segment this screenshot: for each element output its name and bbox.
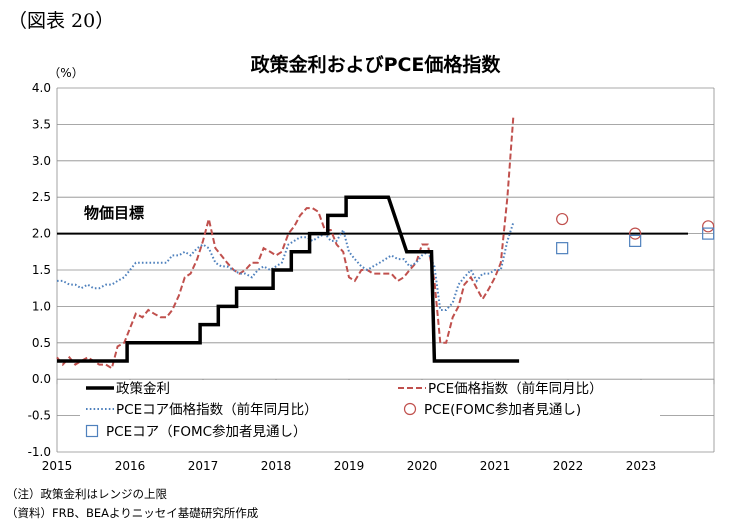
- y-tick-label: 2.0: [32, 227, 51, 241]
- x-tick-label: 2020: [407, 459, 438, 473]
- projection-markers: [556, 212, 715, 255]
- x-tick-label: 2023: [626, 459, 657, 473]
- y-tick-label: 1.5: [32, 263, 51, 277]
- x-tick-label: 2021: [480, 459, 511, 473]
- projection-marker-core: [702, 227, 715, 240]
- x-tick-labels: 2015 2016 2017 2018 2019 2020 2021 2022 2023: [42, 459, 657, 473]
- y-tick-label: 3.5: [32, 117, 51, 131]
- projection-marker-core: [629, 234, 642, 247]
- projection-marker-core: [556, 242, 569, 255]
- figure-number: （図表 20）: [8, 10, 115, 32]
- legend-label: PCEコア価格指数（前年同月比）: [116, 401, 318, 418]
- series-line-2: [57, 222, 515, 311]
- x-tick-label: 2015: [42, 459, 73, 473]
- note-source: （資料）FRB、BEAよりニッセイ基礎研究所作成: [6, 506, 259, 520]
- y-tick-label: 2.5: [32, 190, 51, 204]
- note-upper-bound: （注）政策金利はレンジの上限: [6, 487, 167, 501]
- y-axis-unit: （%）: [48, 66, 83, 80]
- y-tick-label: 0.5: [32, 336, 51, 350]
- x-tick-label: 2018: [261, 459, 292, 473]
- y-tick-label: 4.0: [32, 81, 51, 95]
- x-tick-label: 2019: [334, 459, 365, 473]
- projection-marker-pce: [702, 220, 715, 233]
- legend-swatch: [85, 424, 99, 438]
- series-line-1: [56, 117, 515, 370]
- chart-title: 政策金利およびPCE価格指数: [250, 54, 501, 76]
- series-line-0: [57, 195, 520, 363]
- legend-label: PCEコア（FOMC参加者見通し）: [106, 423, 307, 440]
- legend-label: 政策金利: [116, 380, 170, 397]
- x-tick-label: 2022: [553, 459, 584, 473]
- x-tick-label: 2016: [115, 459, 146, 473]
- y-tick-label: 1.0: [32, 299, 51, 313]
- y-tick-label: 0.0: [32, 372, 51, 386]
- legend-swatch: [403, 402, 417, 416]
- y-tick-label: 3.0: [32, 154, 51, 168]
- projection-marker-pce: [556, 212, 569, 226]
- target-label: 物価目標: [84, 204, 144, 222]
- x-tick-label: 2017: [188, 459, 219, 473]
- series-lines: [56, 117, 520, 370]
- y-tick-label: -1.0: [28, 445, 51, 459]
- y-tick-label: -0.5: [28, 409, 51, 423]
- legend-label: PCE(FOMC参加者見通し): [424, 401, 581, 418]
- y-tick-labels: 4.0 3.5 3.0 2.5 2.0 1.5 1.0 0.5 0.0 -0.5 -1.0: [28, 81, 51, 459]
- projection-marker-pce: [629, 227, 642, 240]
- legend-label: PCE価格指数（前年同月比）: [428, 380, 603, 397]
- legend: 政策金利 PCE価格指数（前年同月比） PCEコア価格指数（前年同月比） PCE(FO…: [80, 380, 660, 446]
- legend-background: [80, 380, 660, 446]
